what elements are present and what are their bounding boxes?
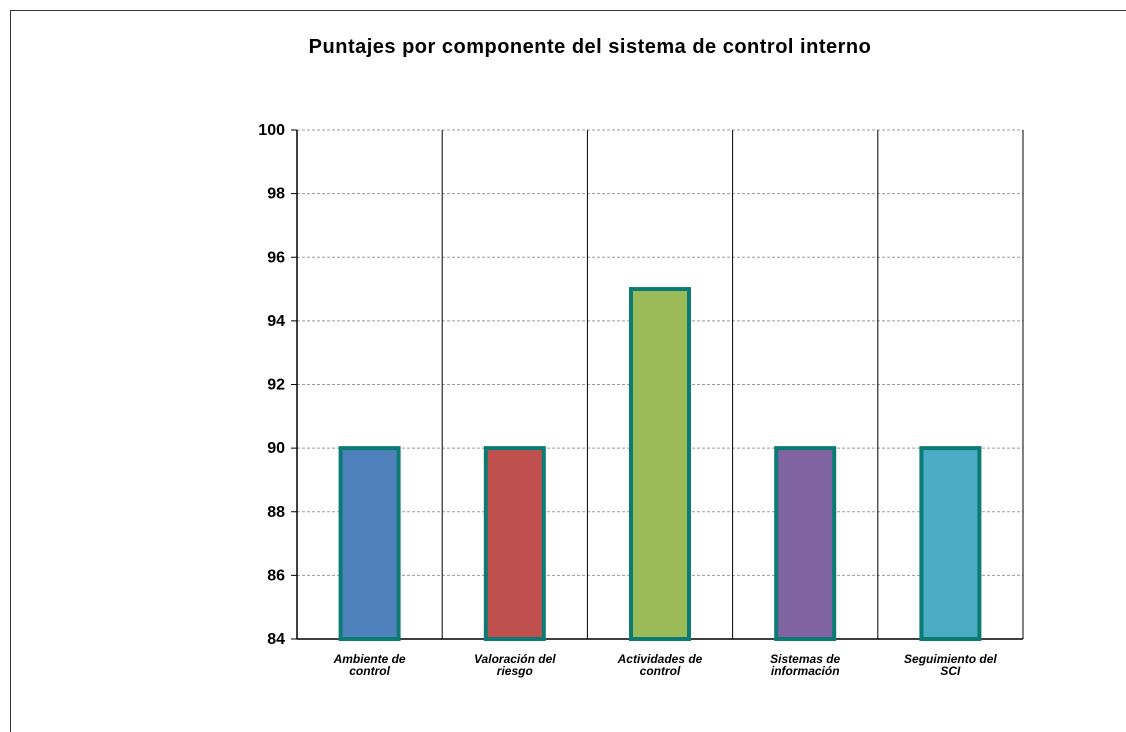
y-tick-label: 86	[267, 567, 285, 584]
y-tick-label: 96	[267, 249, 285, 266]
chart-title: Puntajes por componente del sistema de c…	[308, 36, 872, 58]
x-tick-label: Sistemas de	[770, 652, 840, 666]
chart-frame	[10, 10, 1126, 732]
x-tick-label: Seguimiento del	[904, 652, 997, 666]
y-tick-label: 100	[258, 122, 285, 139]
x-tick-label: Ambiente de	[333, 652, 406, 666]
y-tick-label: 92	[267, 377, 285, 394]
bar	[774, 446, 837, 641]
bar	[338, 446, 401, 641]
y-tick-label: 90	[267, 440, 285, 457]
bar	[629, 287, 691, 641]
y-tick-label: 98	[267, 186, 285, 203]
bar	[919, 446, 982, 641]
y-tick-label: 84	[267, 631, 285, 648]
x-tick-label: control	[349, 664, 390, 678]
y-tick-label: 94	[267, 313, 285, 330]
x-tick-label: SCI	[940, 664, 961, 678]
x-tick-label: riesgo	[497, 664, 533, 678]
bar	[483, 446, 546, 641]
y-tick-label: 88	[267, 504, 285, 521]
x-tick-label: Valoración del	[474, 652, 556, 666]
x-tick-label: información	[771, 664, 840, 678]
x-tick-label: Actividades de	[617, 652, 703, 666]
x-tick-label: control	[640, 664, 681, 678]
